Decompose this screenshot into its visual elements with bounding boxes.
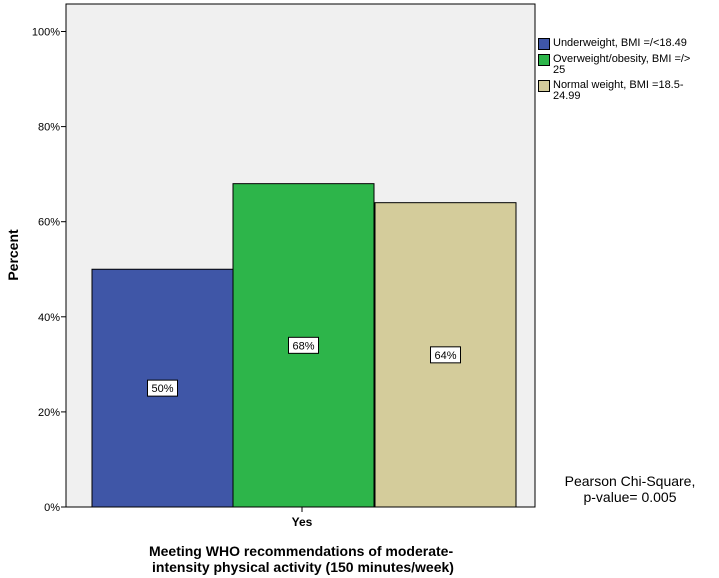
data-label-2: 68% [292,340,314,352]
legend-label-overweight: Overweight/obesity, BMI =/> 25 [553,54,690,76]
legend-item-underweight: Underweight, BMI =/<18.49 [538,38,716,50]
data-label-box-2 [288,336,319,354]
legend-label-underweight: Underweight, BMI =/<18.49 [553,38,687,49]
y-tick-label: 40% [38,312,60,324]
statistics-line-2: p-value= 0.005 [583,489,677,505]
y-tick-label: 60% [38,217,60,229]
data-label-box-1 [147,379,178,397]
legend-label-normal-weight: Normal weight, BMI =18.5- 24.99 [553,80,684,102]
legend-swatch-overweight [538,54,550,66]
legend-label-normal-weight-line-1: Normal weight, BMI =18.5- [553,79,684,91]
legend-swatch-underweight [538,38,550,50]
legend-label-overweight-line-1: Overweight/obesity, BMI =/> [553,53,691,65]
statistics-annotation: Pearson Chi-Square, p-value= 0.005 [540,473,719,505]
legend-item-overweight: Overweight/obesity, BMI =/> 25 [538,54,716,76]
legend: Underweight, BMI =/<18.49 Overweight/obe… [538,38,716,106]
statistics-line-1: Pearson Chi-Square, [564,473,696,489]
x-category-label: Yes [292,515,313,529]
y-tick-label: 20% [38,407,60,419]
x-axis-title: Meeting WHO recommendations of moderate-… [149,543,457,575]
data-label-box-3 [430,346,461,364]
legend-item-normal-weight: Normal weight, BMI =18.5- 24.99 [538,80,716,102]
x-axis-title-line-2: intensity physical activity (150 minutes… [152,559,454,575]
legend-label-overweight-line-2: 25 [553,64,566,76]
y-tick-label: 80% [38,122,60,134]
data-label-1: 50% [151,383,173,395]
legend-label-normal-weight-line-2: 24.99 [553,90,581,102]
data-labels: 50% 68% 64% [147,336,461,397]
legend-label-underweight-line-1: Underweight, BMI =/<18.49 [553,37,687,49]
x-axis-title-line-1: Meeting WHO recommendations of moderate- [149,543,453,559]
y-axis: 0% 20% 40% 60% 80% 100% [32,27,303,514]
y-tick-label: 100% [32,27,60,39]
y-axis-title: Percent [5,229,21,281]
y-tick-label: 0% [44,502,60,514]
data-label-3: 64% [434,350,456,362]
legend-swatch-normal-weight [538,80,550,92]
